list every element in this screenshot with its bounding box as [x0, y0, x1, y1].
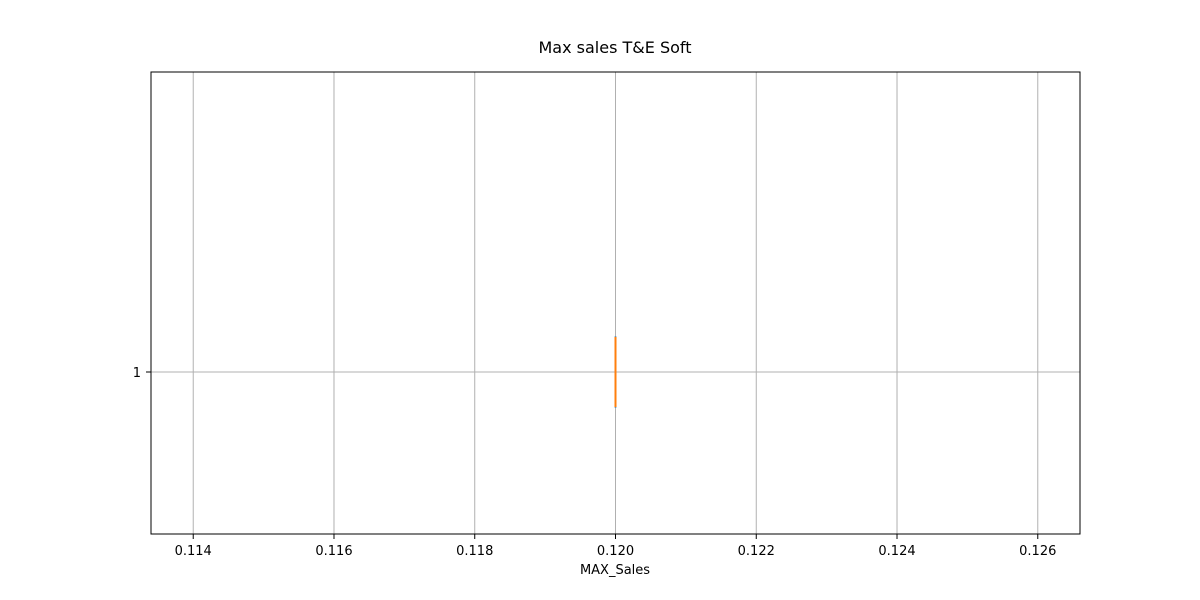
box-plot [614, 336, 617, 408]
x-tick-label: 0.118 [456, 544, 493, 559]
grid [151, 72, 1080, 534]
x-tick-label: 0.124 [878, 544, 915, 559]
x-tick-label: 0.114 [175, 544, 212, 559]
x-tick-label: 0.116 [315, 544, 352, 559]
y-axis-ticks: 1 [133, 366, 151, 381]
x-axis-label: MAX_Sales [580, 563, 650, 578]
x-axis-ticks: 0.114 0.116 0.118 0.120 0.122 0.124 0.126 [175, 534, 1056, 559]
x-tick-label: 0.120 [597, 544, 634, 559]
chart-title: Max sales T&E Soft [538, 38, 691, 57]
x-tick-label: 0.126 [1019, 544, 1056, 559]
x-tick-label: 0.122 [738, 544, 775, 559]
y-tick-label: 1 [133, 366, 141, 381]
